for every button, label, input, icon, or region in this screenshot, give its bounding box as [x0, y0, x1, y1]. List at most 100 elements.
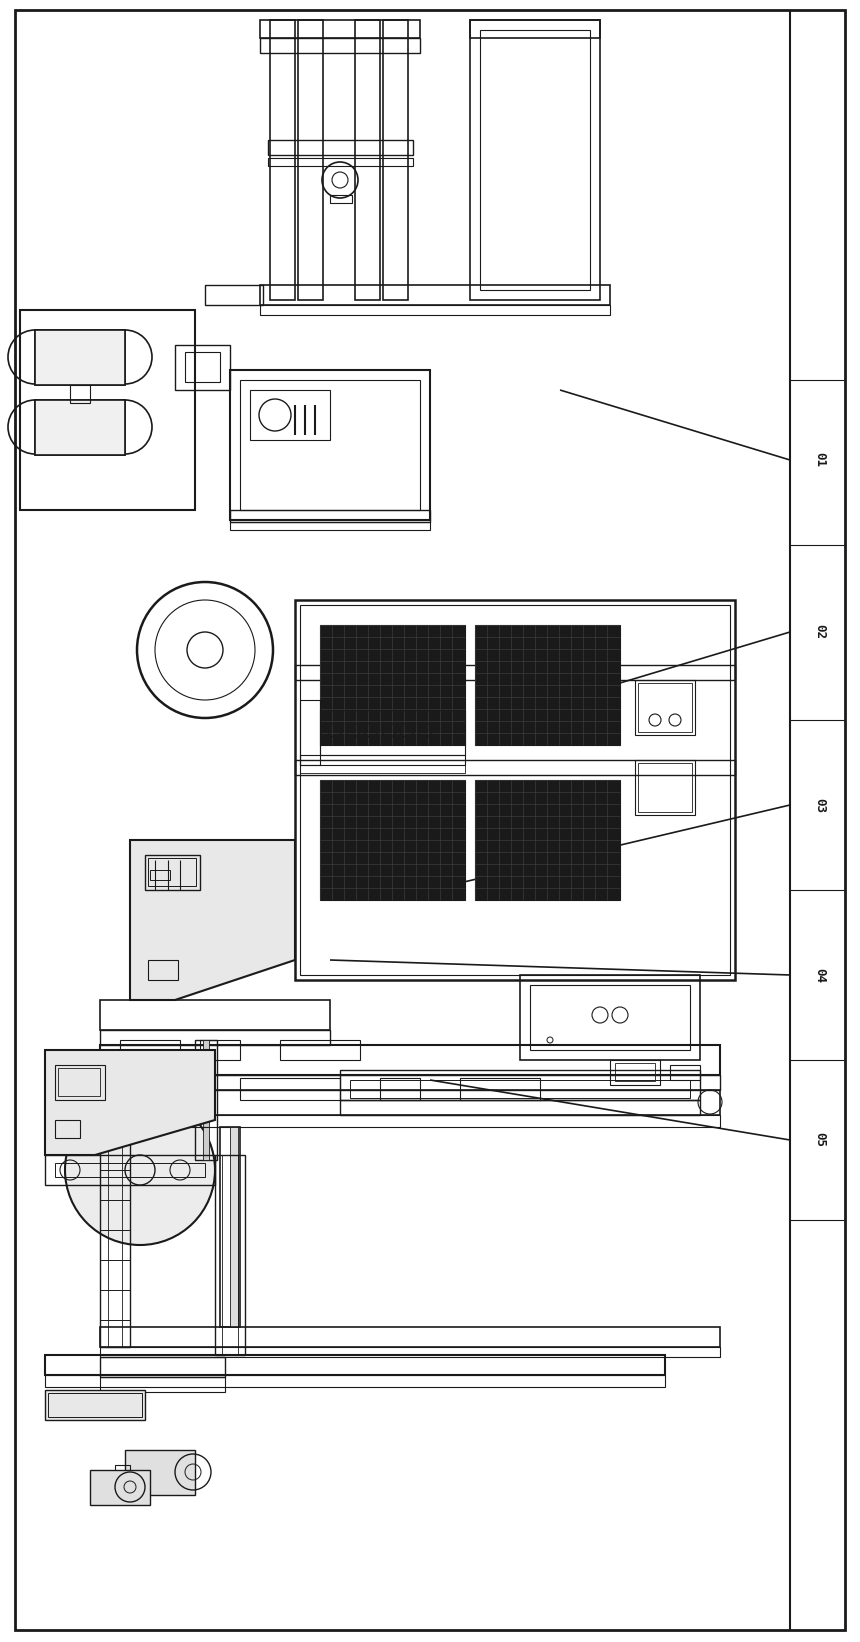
Text: 05: 05 [814, 1133, 826, 1148]
Bar [330, 195, 352, 204]
Bar [45, 1355, 665, 1374]
Bar [240, 379, 420, 511]
Bar [45, 1154, 215, 1186]
Bar [100, 1076, 720, 1090]
Text: 03: 03 [814, 798, 826, 813]
Bar [115, 1465, 130, 1489]
Bar [470, 20, 600, 38]
Bar [300, 765, 465, 773]
Bar [35, 330, 125, 384]
Bar [200, 1039, 240, 1061]
Bar [215, 1154, 245, 1355]
Bar [298, 20, 323, 300]
Bar [268, 140, 413, 154]
Bar [35, 330, 125, 384]
Bar [145, 855, 200, 890]
Bar [108, 1126, 122, 1346]
Bar [100, 1356, 225, 1378]
Bar [100, 1030, 330, 1044]
Text: 02: 02 [814, 624, 826, 639]
Bar [383, 20, 408, 300]
Bar [250, 391, 330, 440]
Bar [55, 1163, 205, 1177]
Bar [230, 511, 430, 522]
Bar [300, 604, 730, 975]
Bar [260, 286, 610, 305]
Bar [58, 1067, 100, 1095]
Text: 04: 04 [814, 967, 826, 982]
Bar [205, 286, 263, 305]
Bar [320, 709, 465, 755]
Bar [470, 20, 600, 300]
Bar [100, 1044, 720, 1076]
Bar [638, 764, 692, 813]
Bar [635, 760, 695, 814]
Bar [55, 1066, 105, 1100]
Bar [100, 1126, 130, 1346]
Bar [615, 1062, 655, 1080]
Bar [100, 1000, 330, 1030]
Bar [295, 760, 735, 775]
Bar [638, 683, 692, 732]
Bar [90, 1470, 150, 1506]
Bar [380, 1079, 420, 1100]
Bar [260, 20, 420, 38]
Bar [35, 401, 125, 455]
Bar [350, 1080, 690, 1098]
Bar [195, 1039, 217, 1159]
Bar [300, 755, 465, 765]
Bar [320, 780, 465, 900]
Bar [635, 680, 695, 736]
Bar [300, 699, 320, 765]
Bar [45, 1391, 145, 1420]
Bar [268, 158, 413, 166]
Bar [270, 20, 295, 300]
Bar [610, 1061, 660, 1085]
Bar [340, 1071, 700, 1100]
Bar [230, 1126, 238, 1327]
Text: 01: 01 [814, 453, 826, 468]
Bar [670, 1066, 700, 1080]
Bar [480, 30, 590, 291]
Bar [475, 626, 620, 745]
Bar [530, 985, 690, 1049]
Bar [100, 1378, 225, 1392]
Bar [280, 1039, 360, 1061]
Polygon shape [45, 1049, 215, 1154]
Bar [475, 780, 620, 900]
Bar [48, 1392, 142, 1417]
Bar [295, 599, 735, 980]
Bar [222, 1154, 238, 1355]
Bar [260, 38, 420, 53]
Bar [185, 351, 220, 383]
Bar [240, 1079, 340, 1100]
Bar [148, 961, 178, 980]
Bar [520, 975, 700, 1061]
Bar [100, 1115, 720, 1126]
Bar [230, 369, 430, 521]
Bar [460, 1079, 540, 1100]
Bar [100, 1327, 720, 1346]
Polygon shape [130, 841, 295, 1000]
Bar [320, 626, 465, 745]
Bar [260, 305, 610, 315]
Bar [203, 1039, 209, 1159]
Circle shape [65, 1095, 215, 1245]
Bar [175, 345, 230, 391]
Bar [20, 310, 195, 511]
Bar [100, 1090, 720, 1115]
Bar [148, 859, 196, 887]
Bar [230, 522, 430, 530]
Bar [355, 20, 380, 300]
Bar [45, 1374, 665, 1387]
Bar [100, 1346, 720, 1356]
Bar [295, 665, 735, 680]
Bar [125, 1450, 195, 1494]
Bar [340, 1100, 700, 1115]
Bar [35, 401, 125, 455]
Bar [70, 384, 90, 402]
Bar [220, 1126, 240, 1327]
Bar [55, 1120, 80, 1138]
Bar [120, 1039, 180, 1061]
Bar [150, 870, 170, 880]
